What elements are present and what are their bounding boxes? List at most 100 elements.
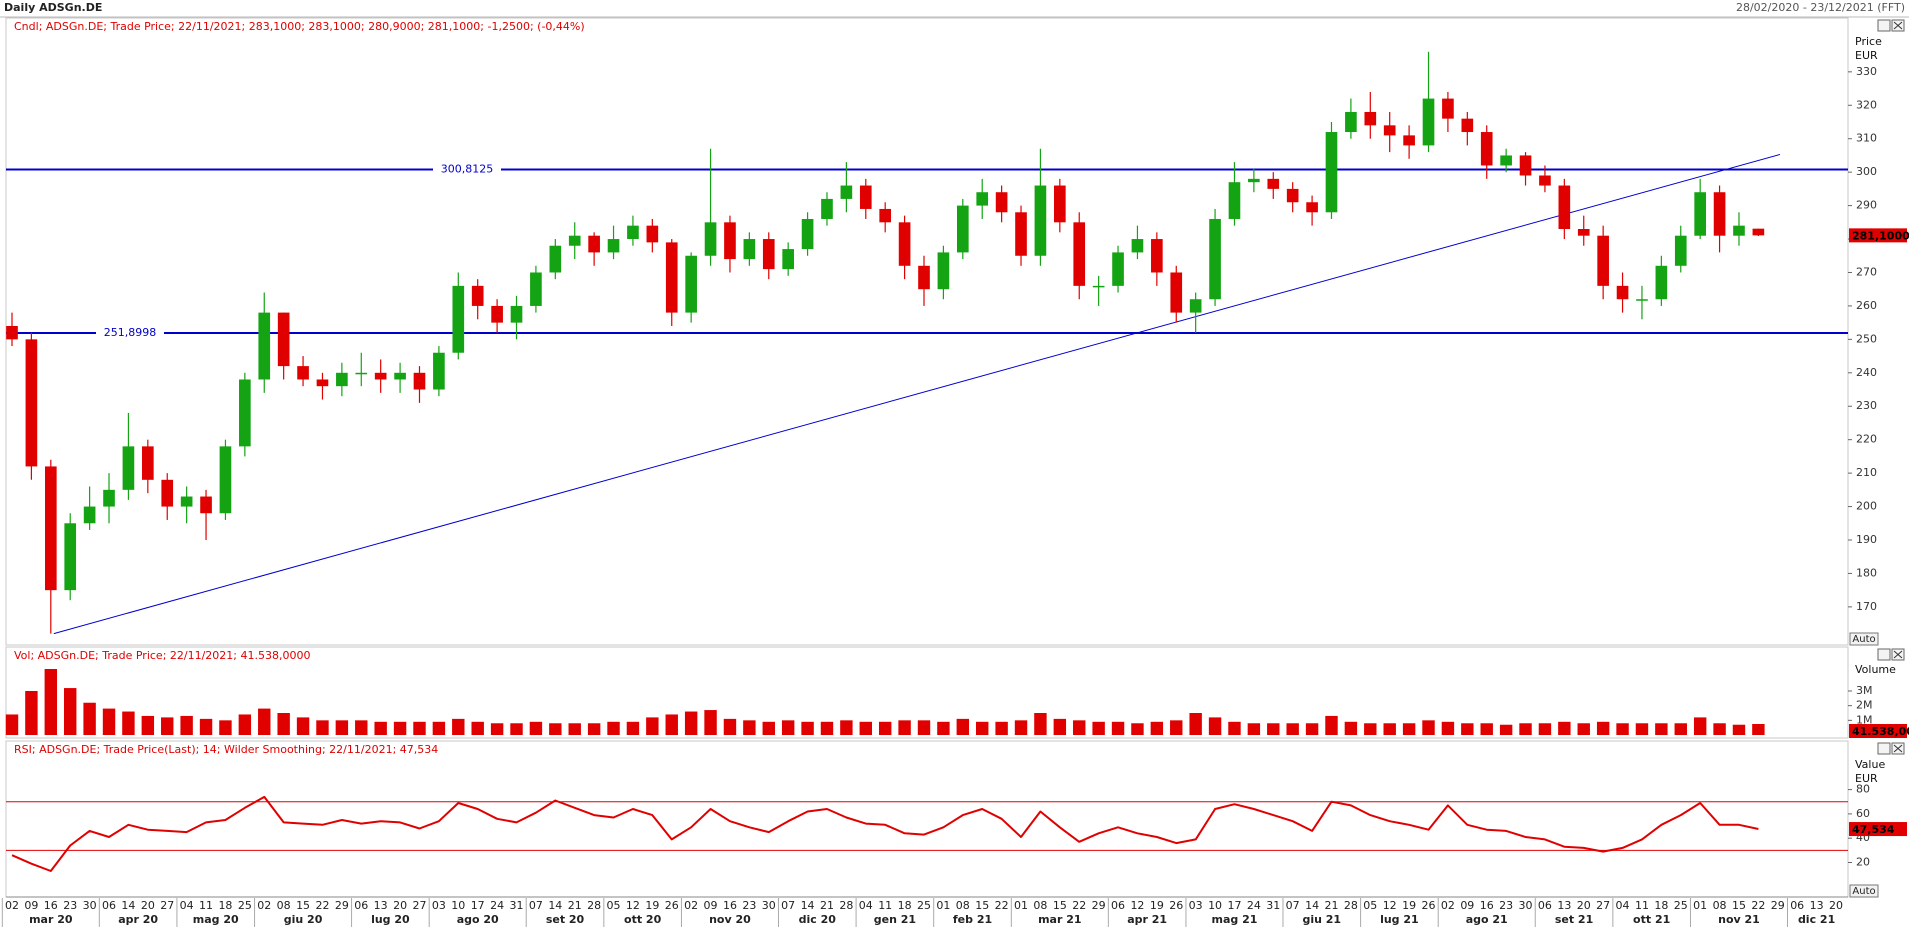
- rsi-panel: [5, 740, 1849, 898]
- x-tick-label: 18: [898, 899, 912, 912]
- volume-bar: [646, 717, 659, 735]
- candle-body: [1092, 285, 1105, 288]
- volume-bar: [878, 721, 892, 735]
- candle-body: [1364, 111, 1377, 126]
- x-tick-label: 28: [1344, 899, 1358, 912]
- x-month-label: set 20: [546, 913, 585, 926]
- candle-body: [1539, 175, 1551, 186]
- candle-body: [1131, 239, 1144, 253]
- volume-bar: [723, 718, 737, 735]
- volume-bar: [374, 721, 387, 735]
- maximize-button[interactable]: [1877, 19, 1891, 32]
- scale-button[interactable]: [1849, 884, 1879, 898]
- candle-body: [665, 242, 678, 313]
- x-tick-label: 20: [1577, 899, 1591, 912]
- x-tick-label: 07: [529, 899, 543, 912]
- close-icon: [1893, 21, 1903, 30]
- volume-bar: [917, 720, 931, 735]
- x-month-label: dic 20: [799, 913, 837, 926]
- volume-bar: [549, 723, 562, 735]
- volume-bar: [471, 721, 484, 735]
- close-icon: [1893, 744, 1903, 753]
- x-tick-label: 13: [1810, 899, 1824, 912]
- x-tick-label: 10: [1208, 899, 1222, 912]
- value-tag: [1849, 822, 1907, 837]
- candle-body: [1015, 212, 1027, 256]
- x-tick-label: 16: [723, 899, 737, 912]
- y-tick-label: 300: [1856, 165, 1877, 178]
- x-tick-label: 25: [1674, 899, 1688, 912]
- candle-body: [1306, 202, 1318, 213]
- volume-bar: [1189, 713, 1202, 735]
- volume-bar: [219, 720, 232, 735]
- x-tick-label: 19: [1150, 899, 1164, 912]
- x-tick-label: 11: [1635, 899, 1649, 912]
- date-range: 28/02/2020 - 23/12/2021 (FFT): [1736, 1, 1905, 14]
- volume-panel-buttons[interactable]: [1877, 648, 1905, 661]
- x-tick-label: 08: [1713, 899, 1727, 912]
- x-tick-label: 15: [296, 899, 310, 912]
- candle-body: [510, 305, 523, 323]
- x-month-label: mar 20: [29, 913, 73, 926]
- volume-bar: [1519, 723, 1532, 735]
- candle-body: [782, 249, 794, 270]
- candle-body: [1422, 98, 1435, 146]
- volume-bar: [859, 721, 872, 735]
- x-tick-label: 06: [354, 899, 368, 912]
- volume-bar: [1693, 717, 1707, 735]
- x-month-label: ago 21: [1466, 913, 1508, 926]
- candle-body: [743, 239, 756, 260]
- candle-body: [1403, 135, 1415, 146]
- volume-bar: [898, 720, 911, 735]
- price-panel-buttons[interactable]: [1877, 19, 1905, 32]
- candle-body: [1558, 185, 1571, 230]
- x-tick-label: 23: [742, 899, 756, 912]
- x-tick-label: 17: [1227, 899, 1241, 912]
- volume-bar: [1713, 723, 1726, 735]
- volume-bar: [1364, 723, 1377, 735]
- volume-bar: [1480, 723, 1493, 735]
- candle-body: [1034, 185, 1047, 256]
- x-tick-label: 28: [587, 899, 601, 912]
- candle-body: [918, 265, 930, 290]
- x-tick-label: 14: [801, 899, 815, 912]
- y-tick-label: 270: [1856, 265, 1877, 278]
- scale-button-label: Auto: [1852, 886, 1875, 897]
- candle-body: [316, 379, 329, 387]
- x-tick-label: 05: [1363, 899, 1377, 912]
- maximize-button[interactable]: [1877, 648, 1891, 661]
- candle-body: [1674, 235, 1687, 266]
- scale-button-label: Auto: [1852, 634, 1875, 645]
- x-tick-label: 16: [1480, 899, 1494, 912]
- volume-bar: [161, 717, 174, 735]
- x-tick-label: 01: [936, 899, 950, 912]
- maximize-button[interactable]: [1877, 742, 1891, 755]
- candle-body: [937, 252, 950, 290]
- candle-body: [1733, 225, 1745, 236]
- volume-bar: [1131, 723, 1144, 735]
- price-tag: [1849, 228, 1907, 243]
- candle-body: [1325, 132, 1338, 213]
- volume-bar: [355, 720, 368, 735]
- candle-body: [685, 255, 697, 313]
- window-title: Daily ADSGn.DE: [4, 1, 102, 14]
- candle-body: [1694, 192, 1706, 236]
- x-tick-label: 02: [5, 899, 19, 912]
- scale-button[interactable]: [1849, 632, 1879, 646]
- x-tick-label: 08: [956, 899, 970, 912]
- candle-body: [821, 198, 833, 219]
- candle-body: [433, 352, 445, 390]
- x-tick-label: 26: [1422, 899, 1436, 912]
- rsi-panel-buttons[interactable]: [1877, 742, 1905, 755]
- volume-bar: [743, 720, 756, 735]
- volume-bar: [976, 721, 989, 735]
- x-tick-label: 02: [684, 899, 698, 912]
- x-month-label: ott 21: [1633, 913, 1670, 926]
- y-tick-label: 240: [1856, 366, 1877, 379]
- volume-bar: [1073, 720, 1086, 735]
- candle-body: [976, 192, 989, 206]
- x-tick-label: 04: [859, 899, 873, 912]
- volume-bar: [452, 718, 465, 735]
- candle-body: [1151, 239, 1163, 273]
